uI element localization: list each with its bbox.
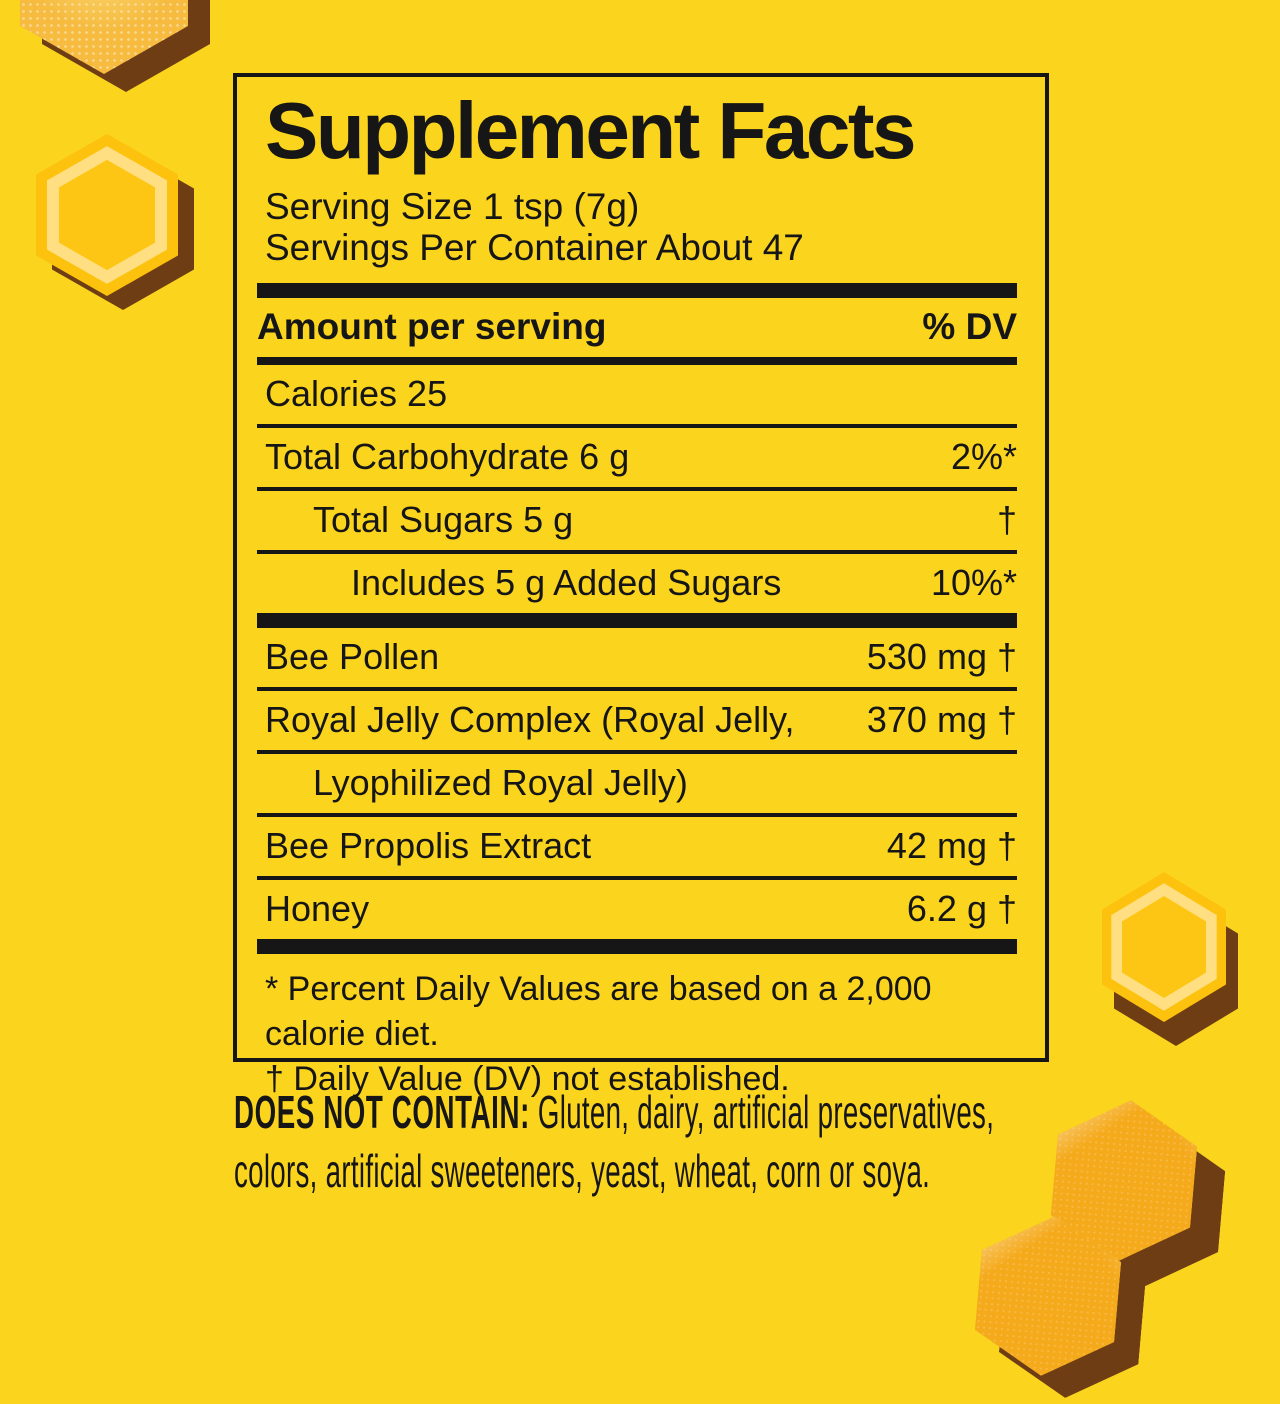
nutrient-row: Total Sugars 5 g †: [257, 491, 1017, 554]
servings-per-container: Servings Per Container About 47: [265, 227, 804, 268]
does-not-contain-note: DOES NOT CONTAIN: Gluten, dairy, artific…: [234, 1082, 1009, 1201]
outlined-gummy-hexagon-icon: [36, 134, 194, 310]
nutrient-row: Lyophilized Royal Jelly): [257, 754, 1017, 817]
outlined-gummy-hexagon-icon: [1102, 872, 1238, 1046]
amount-per-serving-label: Amount per serving: [257, 306, 607, 347]
separator-bar: [257, 357, 1017, 365]
nutrient-value: 42 mg †: [886, 825, 1017, 866]
nutrient-label: Total Sugars 5 g: [313, 499, 574, 540]
nutrient-label: Bee Pollen: [265, 636, 440, 677]
does-not-contain-line1: DOES NOT CONTAIN: Gluten, dairy, artific…: [234, 1085, 995, 1139]
nutrient-row: Bee Pollen 530 mg †: [257, 628, 1017, 691]
nutrient-value: †: [996, 499, 1017, 540]
nutrient-label: Includes 5 g Added Sugars: [351, 562, 782, 603]
hexagon-body: [36, 134, 178, 296]
nutrient-row: Calories 25: [257, 365, 1017, 428]
does-not-contain-line2: colors, artificial sweeteners, yeast, wh…: [234, 1144, 931, 1198]
nutrient-row: Bee Propolis Extract 42 mg †: [257, 817, 1017, 880]
nutrient-value: 530 mg †: [866, 636, 1017, 677]
footnote-dv-not-established: † Daily Value (DV) not established.: [265, 1060, 790, 1098]
supplement-facts-panel: Supplement Facts Serving Size 1 tsp (7g)…: [233, 73, 1049, 1098]
nutrient-label: Honey: [265, 888, 370, 929]
nutrient-label: Bee Propolis Extract: [265, 825, 592, 866]
footnotes: * Percent Daily Values are based on a 2,…: [257, 967, 1017, 1102]
nutrient-row: Royal Jelly Complex (Royal Jelly, 370 mg…: [257, 691, 1017, 754]
nutrient-row: Includes 5 g Added Sugars 10%*: [257, 554, 1017, 613]
footnote-daily-values: * Percent Daily Values are based on a 2,…: [265, 970, 932, 1053]
separator-bar: [257, 283, 1017, 298]
nutrient-label: Calories 25: [265, 373, 448, 414]
glossy-hexagon-icon: [971, 1210, 1124, 1382]
nutrient-rows: Calories 25 Total Carbohydrate 6 g 2%* T…: [257, 365, 1017, 954]
separator-bar: [257, 939, 1017, 954]
nutrient-value: 2%*: [950, 436, 1017, 477]
nutrient-label: Lyophilized Royal Jelly): [313, 762, 688, 803]
nutrient-value: 6.2 g †: [906, 888, 1017, 929]
nutrient-row: Total Carbohydrate 6 g 2%*: [257, 428, 1017, 491]
serving-size: Serving Size 1 tsp (7g): [265, 186, 640, 227]
nutrient-value: 370 mg †: [866, 699, 1017, 740]
nutrient-label: Royal Jelly Complex (Royal Jelly,: [265, 699, 795, 740]
separator-bar: [257, 613, 1017, 628]
sugared-hexagon-icon: [20, 0, 210, 92]
nutrient-label: Total Carbohydrate 6 g: [265, 436, 630, 477]
nutrient-row: Honey 6.2 g †: [257, 880, 1017, 939]
nutrient-value: 10%*: [930, 562, 1017, 603]
does-not-contain-label: DOES NOT CONTAIN:: [234, 1085, 530, 1139]
percent-dv-label: % DV: [922, 306, 1017, 347]
amount-header-row: Amount per serving % DV: [257, 298, 1017, 357]
serving-info: Serving Size 1 tsp (7g) Servings Per Con…: [257, 186, 1017, 268]
panel-title: Supplement Facts: [265, 86, 917, 175]
label-page: { "colors": { "background": "#FBD41E", "…: [0, 0, 1280, 1280]
